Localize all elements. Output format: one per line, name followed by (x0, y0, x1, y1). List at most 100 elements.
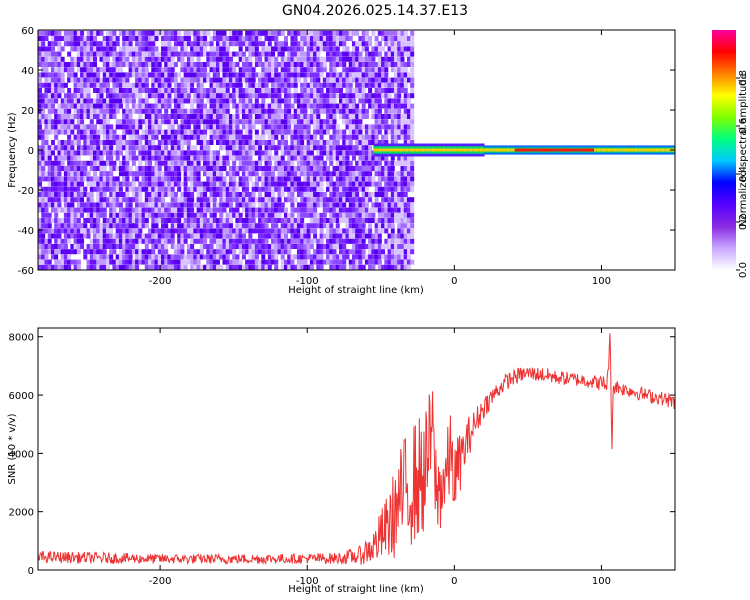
spectrogram-cell (228, 202, 233, 208)
spectrogram-cell (219, 30, 224, 36)
spectrogram-cell (50, 93, 55, 99)
spectrogram-cell (374, 259, 379, 265)
spectrogram-cell (228, 233, 233, 239)
spectrogram-cell (358, 82, 363, 88)
spectrogram-cell (76, 129, 81, 135)
spectrogram-cell (342, 249, 347, 255)
spectrogram-cell (381, 192, 386, 197)
spectrogram-cell (287, 218, 292, 223)
spectrogram-cell (83, 192, 88, 197)
spectrogram-cell (228, 192, 233, 197)
spectrogram-cell (332, 77, 337, 83)
spectrogram-cell (99, 46, 104, 52)
spectrogram-cell (167, 67, 172, 73)
spectrogram-cell (177, 41, 182, 47)
spectrogram-cell (303, 67, 308, 73)
spectrogram-cell (80, 88, 85, 93)
spectrogram-cell (371, 202, 376, 208)
spectrogram-cell (319, 36, 324, 41)
spectrogram-cell (293, 145, 298, 151)
spectrogram-cell (125, 218, 130, 223)
spectrogram-cell (410, 223, 415, 229)
spectrogram-cell (348, 249, 353, 255)
spectrogram-cell (109, 41, 114, 47)
spectrogram-cell (342, 176, 347, 182)
spectrogram-cell (50, 145, 55, 151)
spectrogram-cell (47, 228, 52, 234)
spectrogram-cell (293, 46, 298, 52)
spectrogram-cell (245, 134, 250, 140)
spectrogram-cell (199, 207, 204, 213)
spectrogram-cell (44, 51, 49, 57)
spectrogram-cell (44, 98, 49, 104)
spectrogram-cell (342, 51, 347, 57)
spectrogram-cell (89, 181, 94, 187)
spectrogram-cell (83, 134, 88, 140)
spectrogram-cell (254, 93, 259, 99)
spectrogram-cell (232, 82, 237, 88)
spectrogram-cell (355, 140, 360, 145)
spectrogram-cell (309, 140, 314, 145)
spectrogram-cell (238, 134, 243, 140)
spectrogram-cell (96, 140, 101, 145)
spectrogram-cell (76, 114, 81, 119)
spectrogram-cell (403, 186, 408, 192)
spectrogram-cell (167, 218, 172, 223)
spectrogram-cell (364, 202, 369, 208)
spectrogram-cell (342, 160, 347, 166)
spectrogram-cell (403, 238, 408, 244)
spectrogram-cell (183, 119, 188, 125)
spectrogram-cell (125, 176, 130, 182)
spectrogram-cell (138, 72, 143, 78)
spectrogram-cell (54, 108, 59, 114)
spectrogram-cell (122, 134, 127, 140)
spectrogram-cell (115, 166, 120, 171)
spectrogram-cell (296, 41, 301, 47)
spectrogram-cell (248, 218, 253, 223)
spectrogram-cell (57, 259, 62, 265)
spectrogram-cell (335, 186, 340, 192)
spectrogram-cell (138, 150, 143, 156)
spectrogram-cell (355, 134, 360, 140)
spectrogram-cell (206, 259, 211, 265)
spectrogram-cell (245, 197, 250, 203)
spectrogram-cell (128, 93, 133, 99)
spectrogram-cell (348, 129, 353, 135)
spectrogram-cell (319, 259, 324, 265)
spectrogram-cell (377, 155, 382, 161)
spectrogram-cell (245, 67, 250, 73)
spectrogram-cell (183, 98, 188, 104)
spectrogram-cell (381, 56, 386, 62)
spectrogram-cell (199, 134, 204, 140)
spectrogram-cell (115, 218, 120, 223)
spectrogram-cell (160, 259, 165, 265)
spectrogram-cell (131, 46, 136, 52)
spectrogram-cell (283, 56, 288, 62)
spectrogram-cell (199, 36, 204, 41)
spectrogram-cell (313, 140, 318, 145)
spectrogram-cell (47, 155, 52, 161)
spectrogram-cell (173, 145, 178, 151)
spectrogram-cell (122, 51, 127, 57)
spectrogram-cell (387, 212, 392, 218)
spectrogram-cell (164, 233, 169, 239)
spectrogram-cell (300, 166, 305, 171)
spectrogram-cell (277, 62, 282, 67)
spectrogram-signal-core (435, 148, 439, 152)
spectrogram-cell (267, 150, 272, 156)
spectrogram-cell (377, 160, 382, 166)
spectrogram-cell (355, 72, 360, 78)
spectrogram-cell (112, 233, 117, 239)
spectrogram-cell (348, 186, 353, 192)
spectrogram-cell (394, 192, 399, 197)
spectrogram-cell (144, 171, 149, 177)
spectrogram-cell (70, 218, 75, 223)
spectrogram-cell (258, 186, 263, 192)
spectrogram-cell (170, 72, 175, 78)
spectrogram-cell (351, 98, 356, 104)
spectrogram-cell (406, 212, 411, 218)
spectrogram-cell (41, 129, 46, 135)
spectrogram-cell (274, 223, 279, 229)
spectrogram-cell (190, 181, 195, 187)
spectrogram-cell (332, 197, 337, 203)
